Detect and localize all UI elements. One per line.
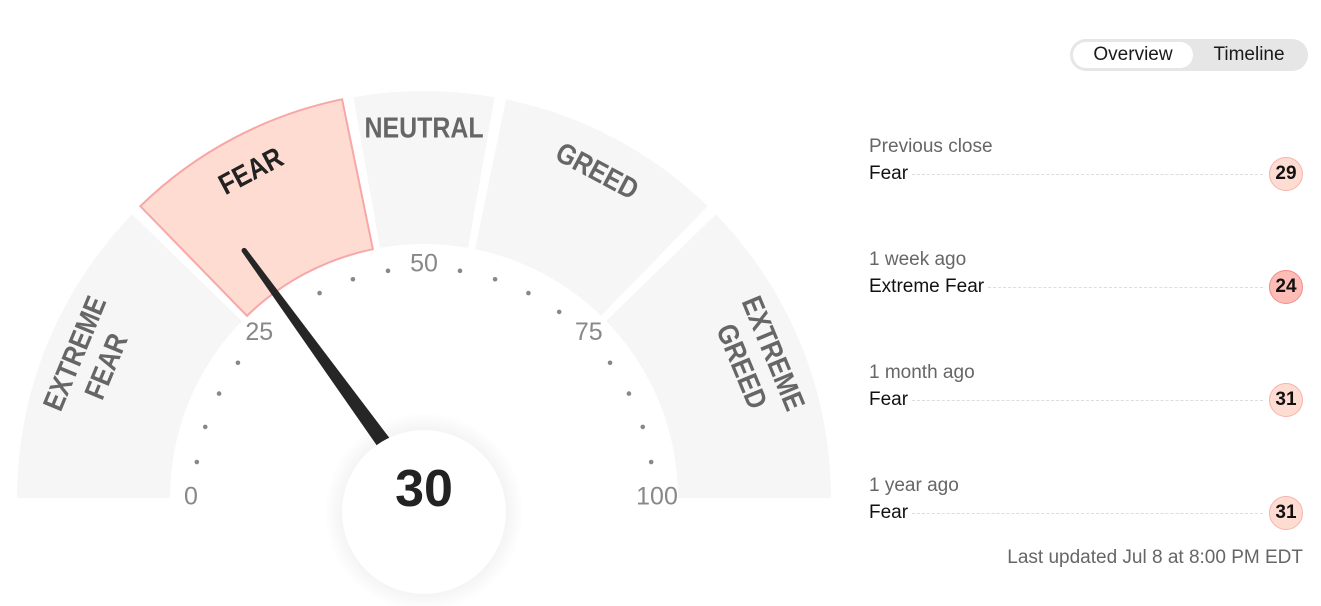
history-rating: Fear: [869, 163, 909, 184]
history-value-badge: 24: [1269, 270, 1303, 304]
tick-dot: [626, 391, 632, 396]
tick-dot: [385, 268, 391, 274]
tick-dot: [216, 391, 222, 396]
tick-dot: [350, 276, 356, 282]
history-period: 1 week ago: [869, 249, 967, 270]
tick-label: 25: [245, 318, 273, 346]
tick-label: 50: [410, 250, 438, 278]
tick-label: 0: [184, 483, 198, 511]
history-item: 1 year ago Fear 31: [869, 475, 1303, 530]
tick-dot: [492, 276, 498, 282]
tick-dot: [640, 424, 646, 430]
tick-dot: [235, 360, 241, 366]
history-value-badge: 29: [1269, 157, 1303, 191]
tab-overview[interactable]: Overview: [1073, 42, 1193, 68]
tick-dot: [607, 360, 613, 366]
tick-dot: [457, 268, 463, 274]
gauge-segment: [606, 214, 831, 498]
dotted-leader: [912, 512, 1263, 514]
dotted-leader: [912, 399, 1263, 401]
history-period: 1 month ago: [869, 362, 975, 383]
value-circle: [342, 430, 506, 594]
segment-label: NEUTRAL: [364, 112, 483, 144]
tick-label: 75: [575, 318, 603, 346]
history-item: 1 month ago Fear 31: [869, 362, 1303, 417]
gauge-needle: [242, 248, 395, 454]
history-item: Previous close Fear 29: [869, 136, 1303, 191]
history-value-badge: 31: [1269, 496, 1303, 530]
view-toggle: Overview Timeline: [1070, 39, 1308, 71]
history-value-badge: 31: [1269, 383, 1303, 417]
tick-dot: [556, 309, 562, 315]
tick-dot: [194, 459, 200, 465]
gauge-segment: [17, 214, 242, 498]
tick-dot: [317, 290, 322, 296]
history-rating: Fear: [869, 389, 909, 410]
dotted-leader: [912, 173, 1263, 175]
history-item: 1 week ago Extreme Fear 24: [869, 249, 1303, 304]
gauge-segment: [475, 99, 708, 316]
tick-label: 100: [636, 483, 678, 511]
tick-dot: [202, 424, 208, 430]
gauge-segment: [138, 98, 375, 318]
needle-tip: [241, 247, 247, 254]
dotted-leader: [988, 286, 1263, 288]
tab-timeline[interactable]: Timeline: [1213, 44, 1285, 65]
tick-dot: [526, 290, 531, 296]
gauge-segment: [353, 91, 495, 248]
history-rating: Extreme Fear: [869, 276, 985, 297]
history-rating: Fear: [869, 502, 909, 523]
last-updated: Last updated Jul 8 at 8:00 PM EDT: [1007, 547, 1303, 568]
gauge-value: 30: [395, 460, 453, 518]
history-period: 1 year ago: [869, 475, 959, 496]
history-period: Previous close: [869, 136, 993, 157]
tick-dot: [648, 459, 654, 465]
fear-greed-gauge: EXTREMEFEARFEARNEUTRALGREEDEXTREMEGREED …: [17, 91, 831, 606]
